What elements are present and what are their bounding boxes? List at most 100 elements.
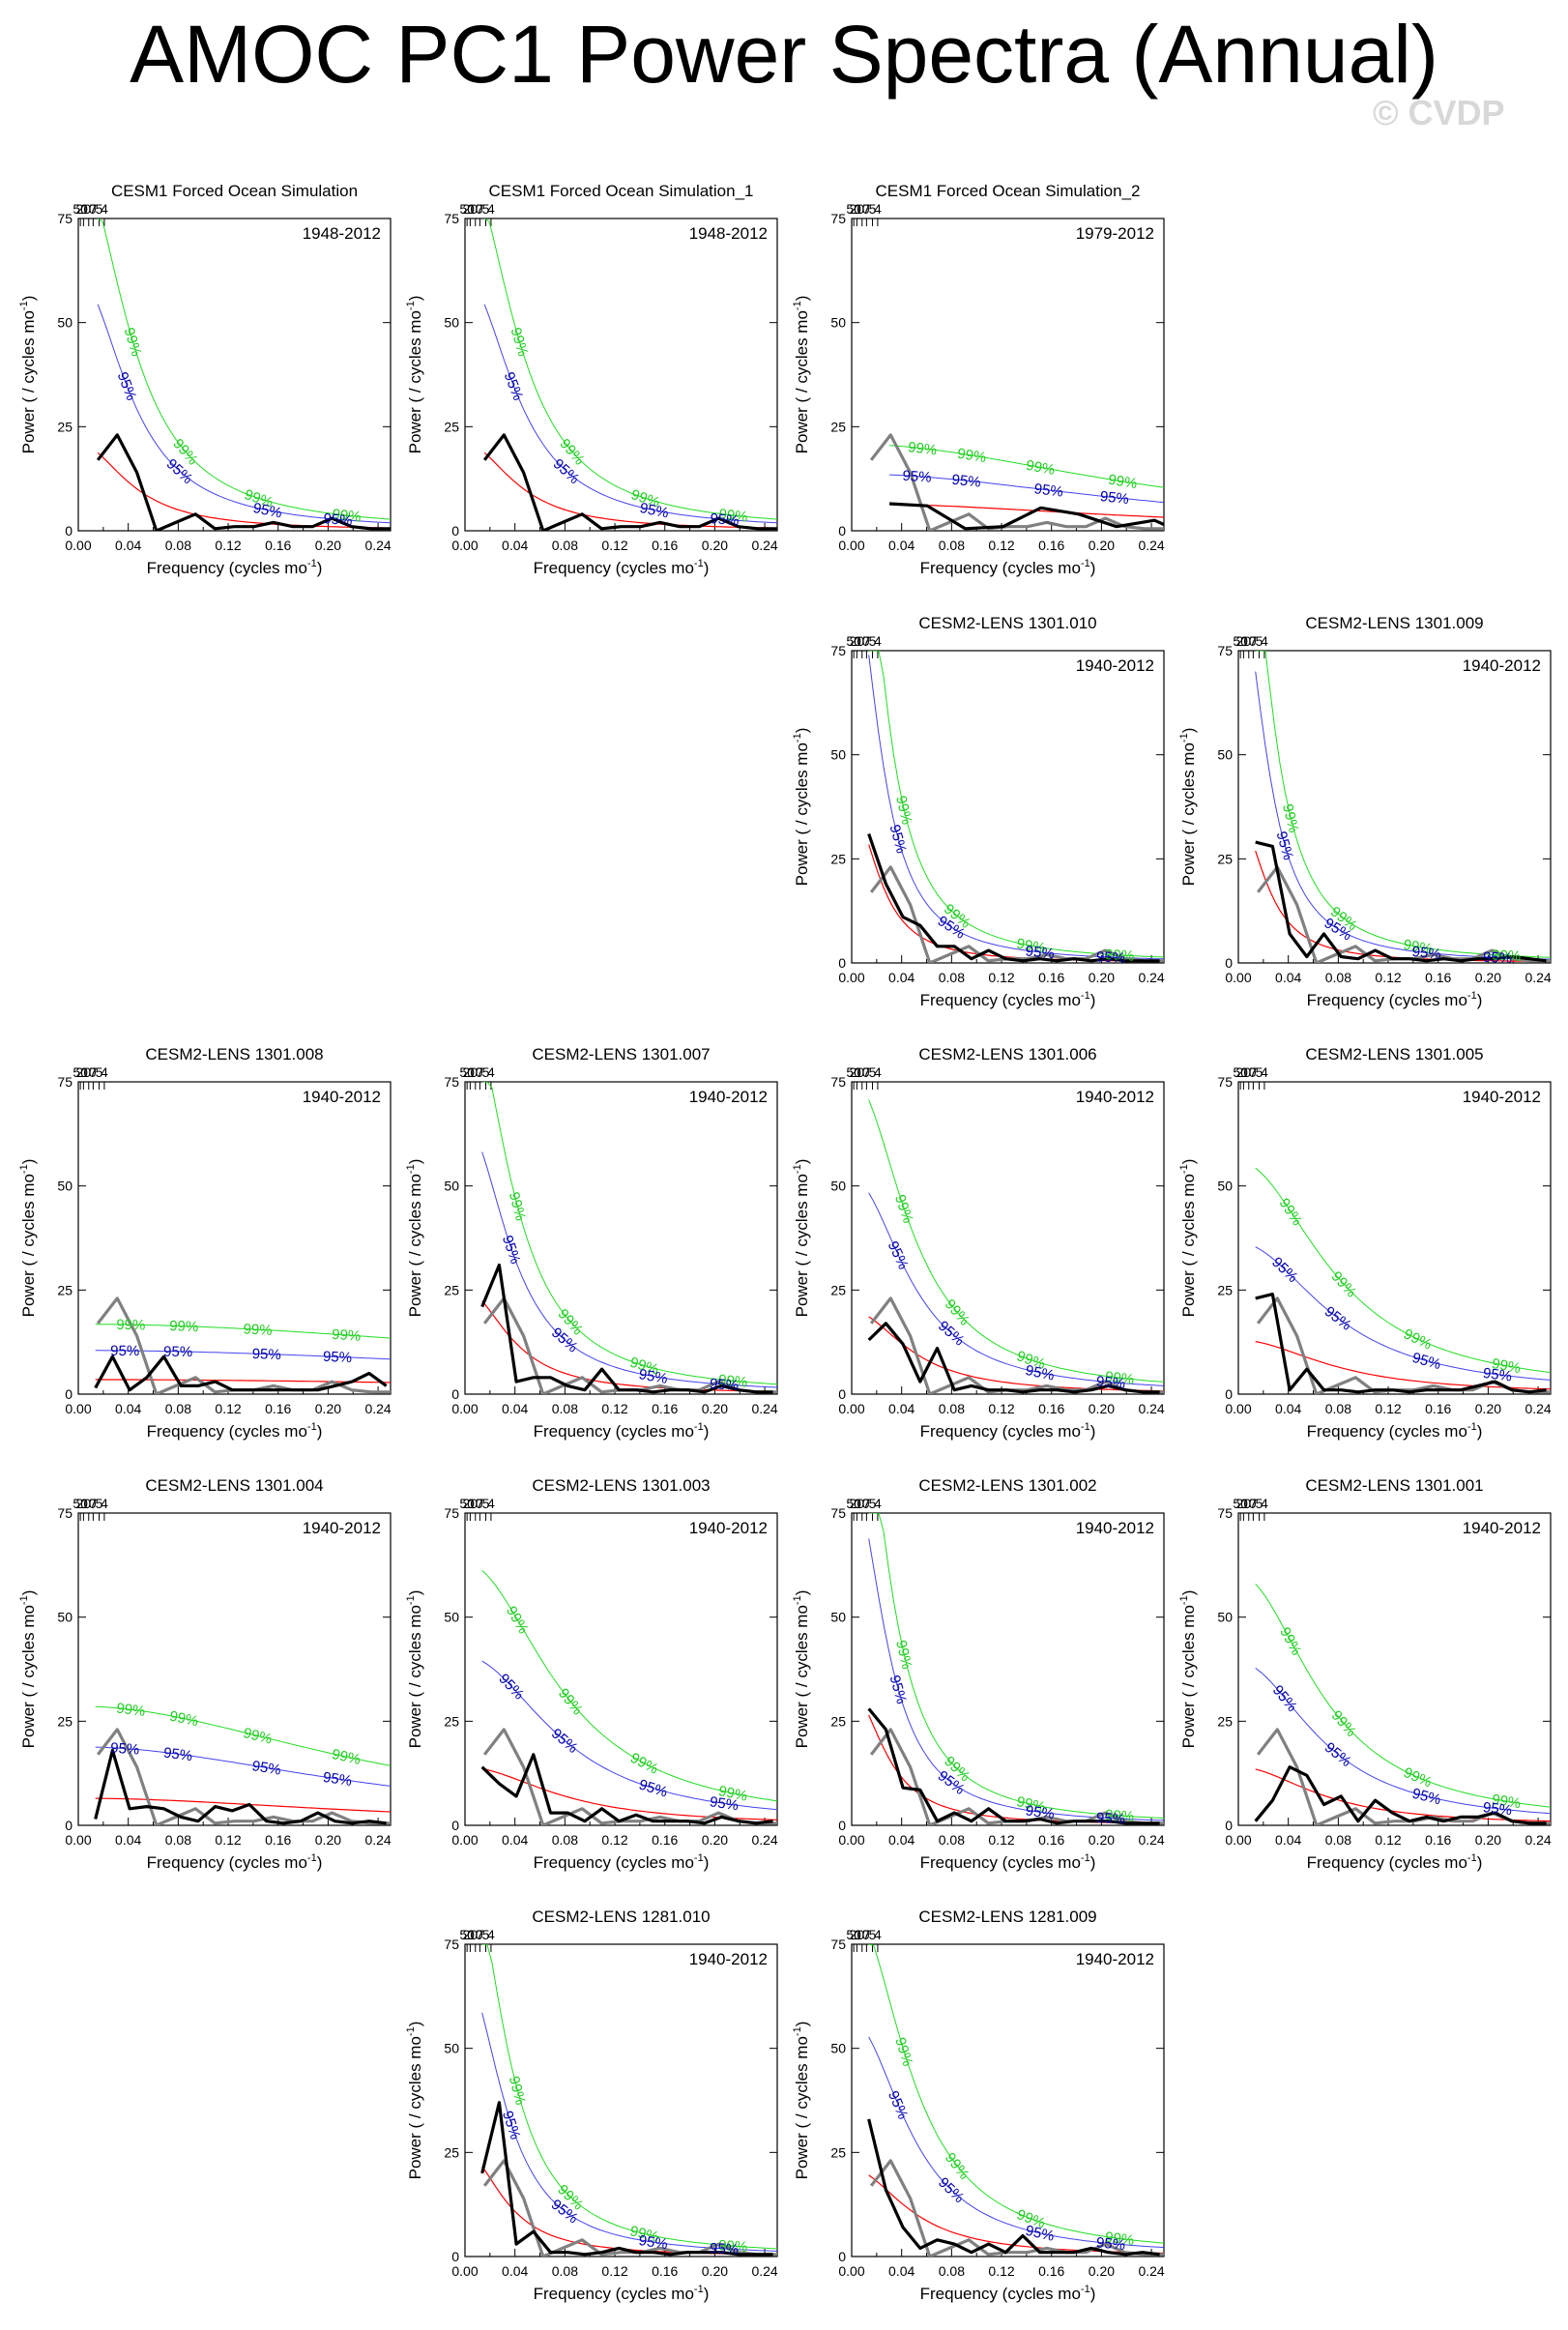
y-tick-label: 25 xyxy=(444,1713,459,1729)
spectrum-panel: CESM1 Forced Ocean Simulation_1 1948-2012… xyxy=(405,182,778,577)
period-tick-label: 7 xyxy=(1249,1064,1257,1080)
period-tick-label: 10 xyxy=(468,1496,483,1511)
x-tick-label: 0.12 xyxy=(1375,1401,1401,1416)
significance-95-label: 95% xyxy=(323,510,353,529)
period-tick-label: 10 xyxy=(1241,633,1257,649)
significance-95-line xyxy=(97,304,391,524)
y-tick-label: 75 xyxy=(57,1074,73,1090)
period-tick-label: 4 xyxy=(1261,1064,1268,1080)
significance-99-label: 99% xyxy=(506,1190,529,1222)
spectrum-line xyxy=(94,1748,387,1825)
x-tick-label: 0.16 xyxy=(652,2263,678,2279)
plot-frame xyxy=(851,1081,1165,1395)
significance-95-line xyxy=(95,1746,391,1787)
x-tick-label: 0.24 xyxy=(1138,1832,1164,1848)
curves: 99%99%99%99%95%95%95%95% xyxy=(480,1570,777,1825)
y-tick-label: 75 xyxy=(1217,1074,1233,1090)
significance-99-label: 99% xyxy=(1104,2229,1135,2250)
period-label: 1940-2012 xyxy=(689,1088,768,1106)
significance-99-label: 99% xyxy=(242,1725,274,1748)
period-tick-label: 7 xyxy=(476,1496,483,1511)
curves: 99%99%99%99%95%95%95%95% xyxy=(867,1099,1164,1394)
x-tick-label: 0.12 xyxy=(988,538,1014,553)
reference-spectrum-line xyxy=(869,433,1164,531)
y-tick-label: 75 xyxy=(57,211,73,226)
plot-frame xyxy=(464,218,778,532)
x-tick-label: 0.12 xyxy=(601,2263,627,2279)
y-tick-label: 0 xyxy=(1225,1386,1233,1402)
significance-99-label: 99% xyxy=(331,1746,363,1768)
period-tick-label: 4 xyxy=(101,201,108,217)
period-tick-label: 20 xyxy=(850,1064,865,1080)
panel-title: CESM2-LENS 1301.006 xyxy=(918,1045,1096,1063)
y-tick-label: 50 xyxy=(830,2041,846,2056)
significance-95-label: 95% xyxy=(1410,1786,1442,1809)
significance-95-label: 95% xyxy=(1095,1373,1125,1392)
x-tick-label: 0.20 xyxy=(315,1832,341,1848)
significance-99-label: 99% xyxy=(1276,1625,1304,1659)
significance-99-label: 99% xyxy=(121,326,145,359)
significance-95-label: 95% xyxy=(322,1769,353,1790)
y-tick-label: 0 xyxy=(65,1386,73,1402)
panel-title: CESM2-LENS 1281.010 xyxy=(532,1908,710,1926)
period-label: 1948-2012 xyxy=(303,224,381,243)
x-tick-label: 0.16 xyxy=(265,538,291,553)
significance-95-line xyxy=(481,1660,777,1811)
panel-title: CESM2-LENS 1301.009 xyxy=(1305,614,1483,632)
x-tick-label: 0.08 xyxy=(552,2263,578,2279)
x-tick-label: 0.04 xyxy=(115,1832,141,1848)
y-axis-label: Power ( / cycles mo-1) xyxy=(18,1590,38,1749)
period-tick-label: 10 xyxy=(468,201,483,217)
y-axis-label: Power ( / cycles mo-1) xyxy=(18,1159,38,1318)
x-tick-label: 0.20 xyxy=(702,1832,728,1848)
period-tick-label: 7 xyxy=(862,1496,870,1511)
x-tick-label: 0.08 xyxy=(939,538,965,553)
plot-frame xyxy=(464,1512,778,1826)
significance-99-line xyxy=(483,218,777,520)
curves: 99%99%99%99%95%95%95%95% xyxy=(480,1944,777,2257)
significance-99-label: 99% xyxy=(717,1372,748,1391)
significance-95-label: 95% xyxy=(1024,2223,1056,2245)
significance-95-label: 95% xyxy=(501,370,527,403)
x-tick-label: 0.04 xyxy=(888,970,915,985)
x-tick-label: 0.08 xyxy=(165,538,191,553)
y-tick-label: 0 xyxy=(1225,955,1233,971)
significance-99-line xyxy=(481,1944,777,2250)
curves: 99%99%99%99%95%95%95%95% xyxy=(480,1082,777,1394)
y-tick-label: 0 xyxy=(838,523,846,539)
x-axis-label: Frequency (cycles mo-1) xyxy=(1307,1852,1483,1872)
curves: 99%99%99%99%95%95%95%95% xyxy=(1255,651,1551,963)
significance-99-label: 99% xyxy=(1328,1268,1360,1301)
y-axis-label: Power ( / cycles mo-1) xyxy=(792,296,811,454)
x-tick-label: 0.00 xyxy=(838,538,864,553)
spectrum-line xyxy=(96,433,391,531)
period-tick-label: 50 xyxy=(846,201,861,217)
x-axis-label: Frequency (cycles mo-1) xyxy=(147,558,323,577)
y-tick-label: 0 xyxy=(838,955,846,971)
figure-title: AMOC PC1 Power Spectra (Annual) xyxy=(130,9,1438,100)
significance-95-label: 95% xyxy=(1410,1350,1442,1373)
period-tick-label: 4 xyxy=(1261,1496,1268,1511)
x-tick-label: 0.08 xyxy=(552,1401,578,1416)
curves: 99%99%99%99%95%95%95%95% xyxy=(867,1513,1164,1825)
significance-99-label: 99% xyxy=(892,794,915,826)
significance-99-label: 99% xyxy=(1491,1355,1523,1377)
y-tick-label: 50 xyxy=(444,315,459,331)
y-tick-label: 25 xyxy=(830,419,846,434)
significance-95-label: 95% xyxy=(885,1238,912,1271)
x-tick-label: 0.08 xyxy=(1325,1401,1351,1416)
significance-99-label: 99% xyxy=(1402,937,1434,958)
period-tick-label: 4 xyxy=(874,1927,882,1942)
y-axis-label: Power ( / cycles mo-1) xyxy=(792,728,811,887)
period-label: 1940-2012 xyxy=(689,1950,768,1968)
panel-title: CESM1 Forced Ocean Simulation xyxy=(111,182,358,200)
spectrum-line xyxy=(1254,1765,1547,1825)
y-axis-label: Power ( / cycles mo-1) xyxy=(405,1159,424,1318)
period-tick-label: 5 xyxy=(869,1927,877,1942)
period-tick-label: 7 xyxy=(89,1496,97,1511)
x-tick-label: 0.12 xyxy=(988,1401,1014,1416)
panel-title: CESM2-LENS 1301.003 xyxy=(532,1476,710,1495)
period-tick-label: 50 xyxy=(459,1496,475,1511)
period-tick-label: 7 xyxy=(862,201,870,217)
plot-frame xyxy=(1237,1081,1552,1395)
